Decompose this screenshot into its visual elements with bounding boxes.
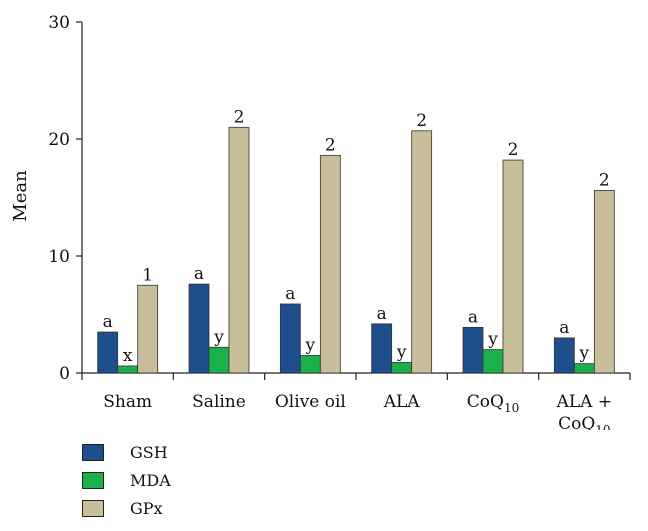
bar-mda bbox=[299, 355, 321, 374]
bar-significance-label: 2 bbox=[599, 170, 610, 190]
x-axis: Sham Saline Olive oil ALA CoQ10 ALA + CoQ10 bbox=[81, 372, 631, 430]
bar-mda bbox=[208, 346, 230, 374]
legend-swatch bbox=[82, 499, 104, 517]
legend-swatch bbox=[82, 471, 104, 489]
bar-mda bbox=[482, 349, 504, 374]
legend: GSH MDA GPx bbox=[82, 440, 171, 524]
bar-gpx bbox=[319, 154, 341, 374]
y-tick-label: 10 bbox=[48, 247, 70, 267]
x-tick-label: ALA + bbox=[556, 392, 613, 412]
bar-significance-label: 1 bbox=[142, 265, 153, 285]
legend-label: GPx bbox=[130, 498, 163, 518]
bar-gsh bbox=[188, 283, 210, 374]
bar-significance-label: 2 bbox=[416, 111, 427, 131]
bar-chart: 0 10 20 30 Sham Saline Olive oil ALA CoQ10 ALA +… bbox=[10, 13, 631, 430]
x-tick-label: ALA bbox=[383, 392, 421, 412]
bar-gsh bbox=[553, 337, 575, 374]
bar-significance-label: a bbox=[194, 264, 204, 284]
bar-gsh bbox=[279, 303, 301, 374]
y-tick-label: 0 bbox=[59, 364, 70, 384]
bar-significance-label: a bbox=[285, 284, 295, 304]
bar-significance-label: a bbox=[559, 318, 569, 338]
bar-gsh bbox=[97, 331, 119, 374]
x-tick-label: Saline bbox=[192, 392, 246, 412]
bar-gpx bbox=[411, 130, 433, 374]
bar-gpx bbox=[228, 126, 250, 374]
y-axis-label: Mean bbox=[10, 170, 31, 222]
bar-significance-label: y bbox=[396, 342, 407, 362]
bar-gsh bbox=[371, 323, 393, 374]
y-tick-label: 30 bbox=[48, 13, 70, 33]
bar-gpx bbox=[593, 190, 615, 374]
x-tick-label: Sham bbox=[103, 392, 152, 412]
bar-gsh bbox=[462, 326, 484, 374]
legend-item-gpx: GPx bbox=[82, 496, 171, 520]
bar-mda bbox=[117, 365, 139, 374]
legend-swatch bbox=[82, 443, 104, 461]
legend-label: GSH bbox=[130, 442, 168, 462]
bar-mda bbox=[391, 362, 413, 374]
y-axis: 0 10 20 30 bbox=[48, 13, 83, 384]
bar-significance-label: y bbox=[487, 330, 498, 350]
bar-significance-label: 2 bbox=[234, 107, 245, 127]
bar-significance-label: 2 bbox=[325, 135, 336, 155]
bar-significance-label: y bbox=[579, 344, 590, 364]
legend-item-gsh: GSH bbox=[82, 440, 171, 464]
bar-gpx bbox=[137, 284, 159, 374]
x-tick-label: Olive oil bbox=[275, 392, 346, 412]
bar-significance-label: y bbox=[213, 327, 224, 347]
bars bbox=[97, 126, 615, 374]
bar-gpx bbox=[502, 159, 524, 374]
legend-item-mda: MDA bbox=[82, 468, 171, 492]
bar-mda bbox=[573, 363, 595, 374]
bar-significance-label: 2 bbox=[508, 140, 519, 160]
y-tick-label: 20 bbox=[48, 130, 70, 150]
bar-significance-label: x bbox=[123, 346, 133, 366]
x-tick-label-line2: CoQ10 bbox=[558, 414, 610, 430]
bar-significance-label: a bbox=[468, 307, 478, 327]
legend-label: MDA bbox=[130, 470, 171, 490]
bar-significance-label: a bbox=[103, 312, 113, 332]
bar-significance-label: y bbox=[305, 335, 316, 355]
x-tick-label: CoQ10 bbox=[467, 392, 519, 415]
bar-significance-label: a bbox=[377, 304, 387, 324]
